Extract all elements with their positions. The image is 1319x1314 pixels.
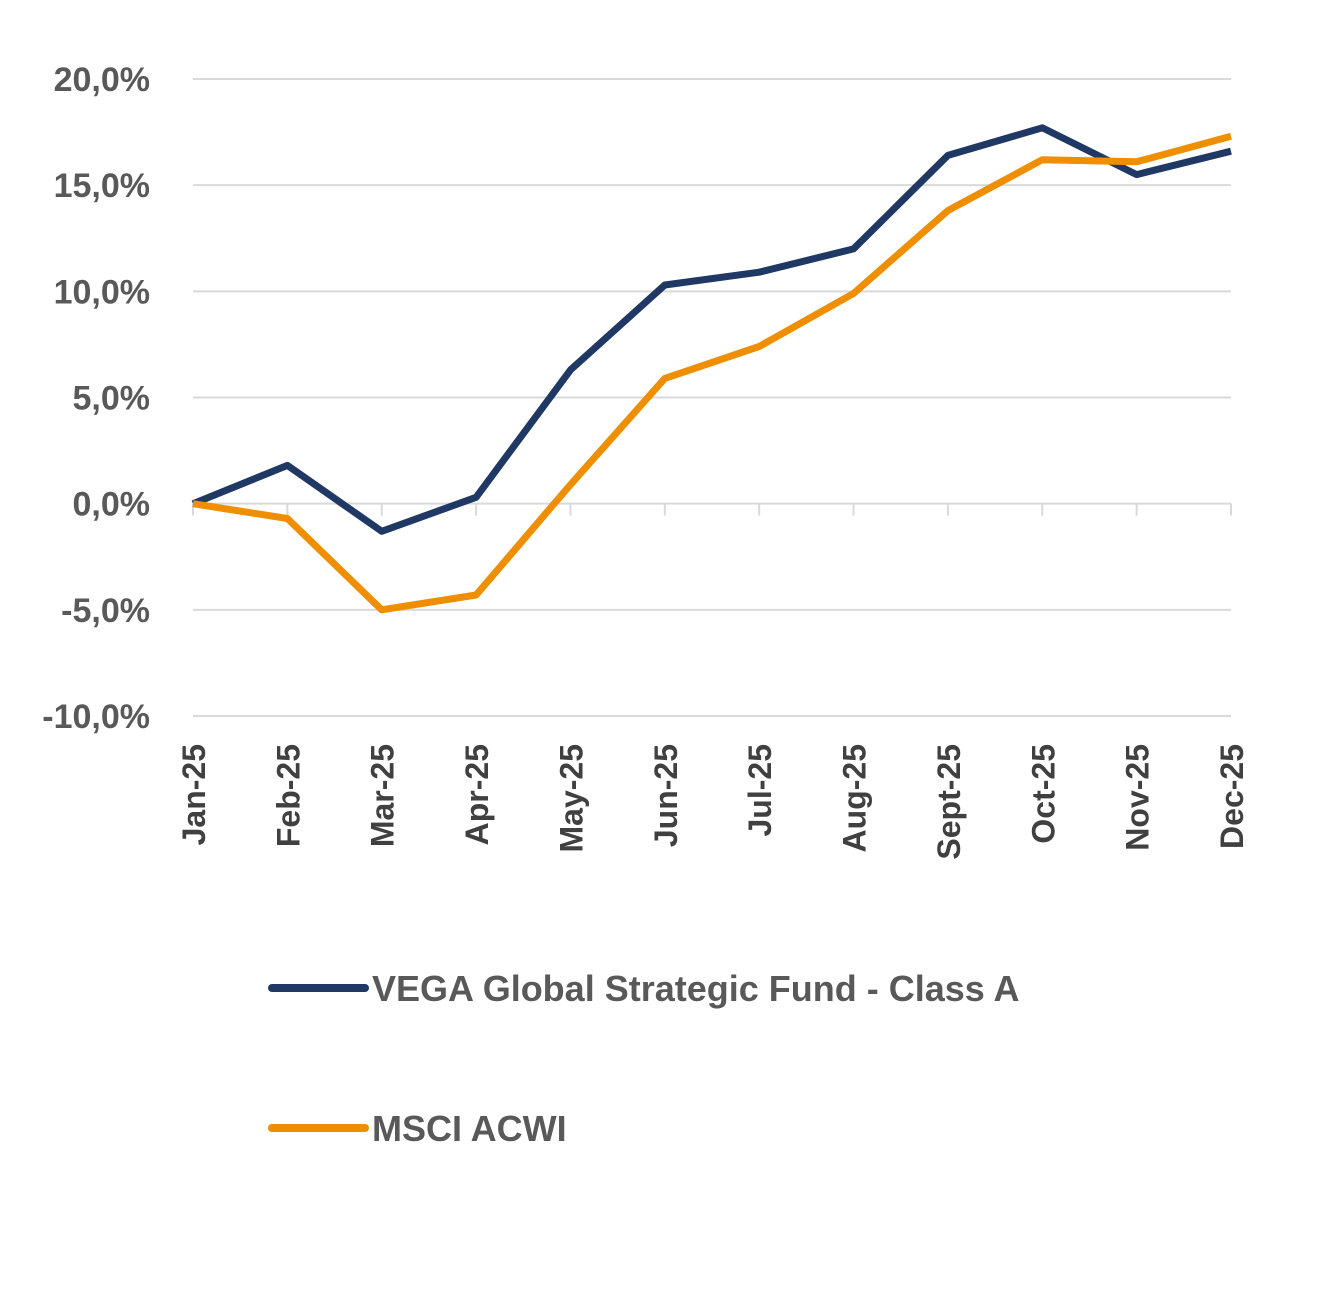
x-axis: Jan-25 Feb-25 Mar-25 Apr-25 May-25 Jun-25 Jul-… [176,502,1250,860]
y-tick-label: 5,0% [73,380,151,418]
x-tick-label: Oct-25 [1025,744,1061,844]
x-tick-label: Sept-25 [931,744,967,860]
y-tick-label: 0,0% [73,486,151,524]
legend: VEGA Global Strategic Fund - Class A MSCI… [268,968,1019,1149]
y-axis-ticks: -10,0% -5,0% 0,0% 5,0% 10,0% 15,0% 20,0% [42,61,150,736]
legend-label-1: VEGA Global Strategic Fund - Class A [372,968,1019,1009]
y-tick-label: 20,0% [54,61,150,99]
x-tick-label: Aug-25 [837,744,873,852]
legend-label-2: MSCI ACWI [372,1108,567,1149]
x-tick-label: Jun-25 [648,744,684,847]
gridlines [193,78,1231,717]
x-tick-label: Nov-25 [1120,744,1156,851]
x-tick-label: May-25 [553,744,589,853]
series-line-1 [191,124,1232,535]
x-tick-label: Mar-25 [365,744,401,847]
x-tick-label: Feb-25 [270,744,306,847]
y-tick-label: -10,0% [42,698,150,736]
x-tick-label: Jan-25 [176,744,212,845]
series-line-2 [192,132,1232,614]
y-tick-label: 15,0% [54,167,150,205]
y-tick-label: 10,0% [54,273,150,311]
x-tick-label: Jul-25 [742,744,778,836]
y-tick-label: -5,0% [61,592,150,630]
x-tick-label: Apr-25 [459,744,495,845]
series-lines [191,124,1232,614]
x-tick-label: Dec-25 [1214,744,1250,849]
